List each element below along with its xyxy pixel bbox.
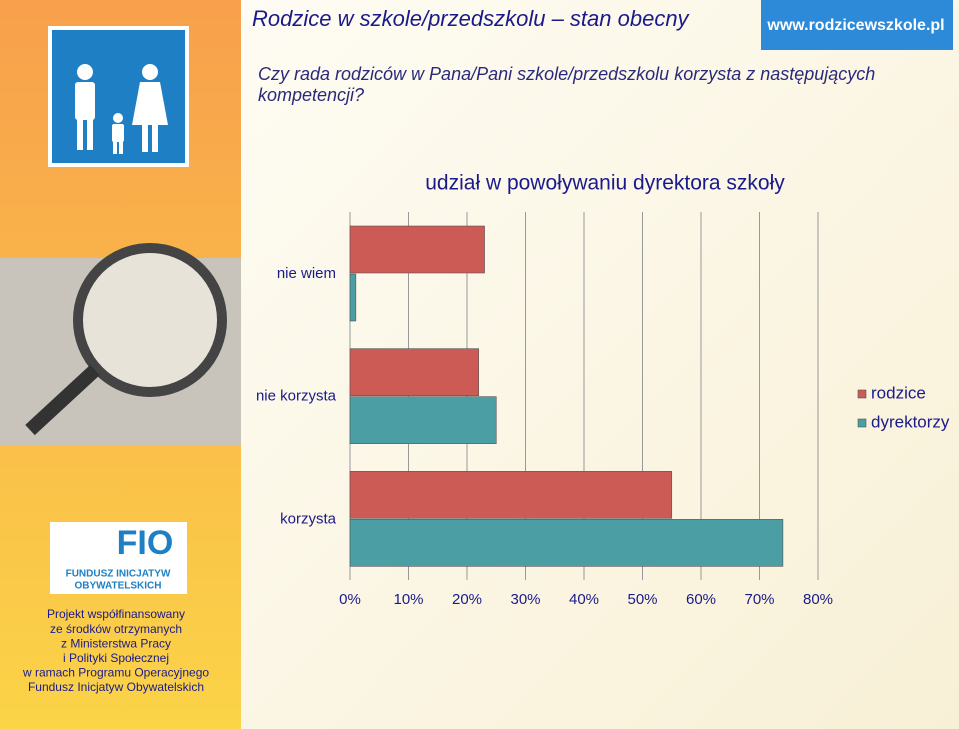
x-tick-label: 40% [569, 591, 599, 608]
project-note: Fundusz Inicjatyw Obywatelskich [28, 680, 204, 694]
x-tick-label: 70% [744, 591, 774, 608]
y-tick-label: nie wiem [277, 265, 336, 282]
project-note: ze środków otrzymanych [50, 622, 182, 636]
fio-logo [50, 522, 187, 594]
legend-swatch [857, 418, 867, 428]
y-tick-label: nie korzysta [256, 388, 337, 405]
x-tick-label: 0% [339, 591, 361, 608]
x-tick-label: 80% [803, 591, 833, 608]
project-note: i Polityki Społecznej [63, 651, 169, 665]
logo-subtitle: OBYWATELSKICH [74, 581, 161, 592]
magnifier-handle [25, 364, 100, 436]
legend-label: rodzice [871, 383, 926, 402]
x-tick-label: 30% [510, 591, 540, 608]
x-tick-label: 10% [393, 591, 423, 608]
y-tick-label: korzysta [280, 510, 337, 527]
x-tick-label: 60% [686, 591, 716, 608]
legend-label: dyrektorzy [871, 412, 950, 431]
site-badge [761, 0, 953, 50]
family-figures [75, 64, 168, 154]
logo-subtitle: FUNDUSZ INICJATYW [66, 569, 171, 580]
question: Czy rada rodziców w Pana/Pani szkole/prz… [258, 64, 876, 105]
project-note: z Ministerstwa Pracy [61, 636, 171, 650]
family-icon [48, 26, 189, 167]
bar [349, 273, 357, 322]
legend-swatch [857, 389, 867, 399]
logo-text: FIO [117, 524, 174, 562]
x-tick-label: 50% [627, 591, 657, 608]
magnifier [73, 243, 227, 397]
slide-title: Rodzice w szkole/przedszkolu – stan obec… [252, 6, 691, 31]
project-note: Projekt współfinansowany [47, 607, 185, 621]
bar [349, 396, 497, 444]
bar [349, 348, 479, 396]
project-note: w ramach Programu Operacyjnego [22, 666, 209, 680]
bar [349, 471, 673, 519]
bar [349, 519, 784, 567]
chart-title: udział w powoływaniu dyrektora szkoły [425, 172, 785, 195]
bar [349, 225, 485, 274]
site-url: www.rodzicewszkole.pl [766, 17, 944, 34]
x-tick-label: 20% [452, 591, 482, 608]
